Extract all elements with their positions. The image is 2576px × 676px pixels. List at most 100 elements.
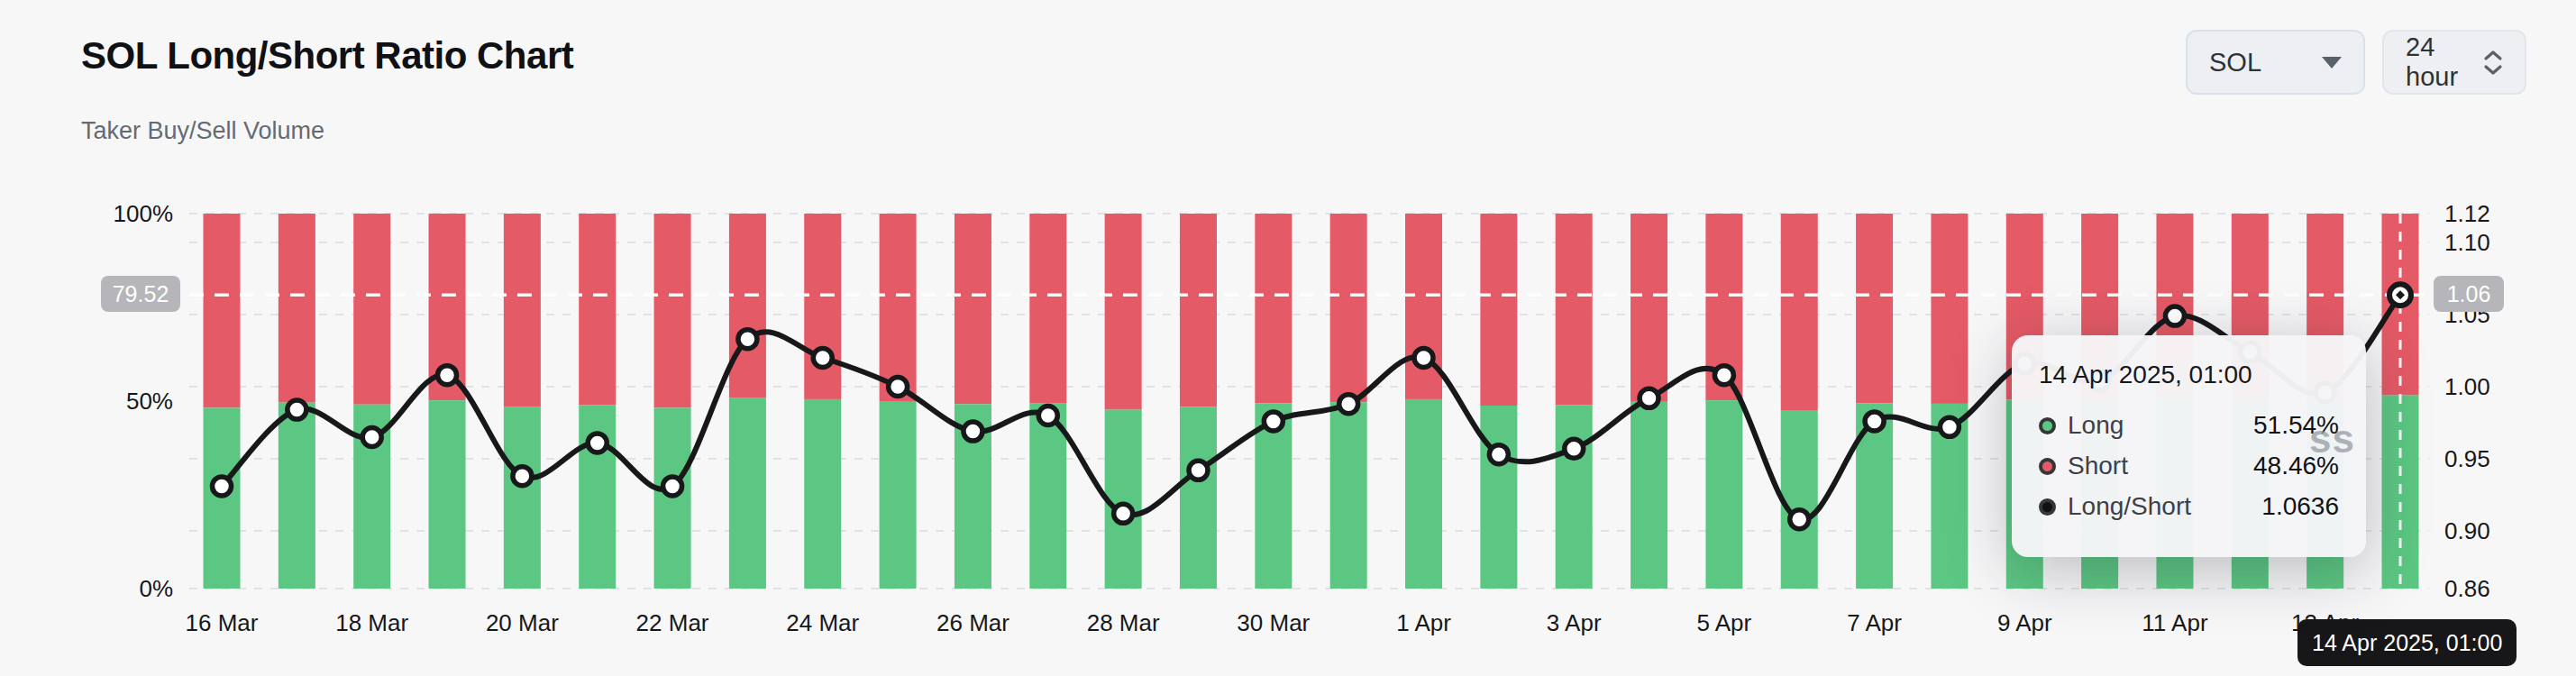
bar-long — [1480, 406, 1517, 589]
ratio-series-marker-icon — [2039, 498, 2056, 516]
bar-long — [279, 403, 315, 589]
bar-short — [1255, 214, 1292, 403]
bar-short — [279, 214, 315, 403]
line-point — [1264, 412, 1283, 431]
line-point — [1865, 412, 1884, 431]
line-point — [1038, 407, 1057, 425]
line-point — [813, 349, 832, 368]
line-point — [2165, 306, 2184, 325]
bar-long — [1556, 406, 1593, 589]
line-point — [1339, 395, 1358, 414]
line-point — [738, 330, 757, 349]
bar-short — [1781, 214, 1818, 410]
bar-long — [880, 401, 917, 589]
bar-short — [1480, 214, 1517, 406]
line-point — [438, 366, 457, 385]
bar-long — [654, 407, 691, 589]
bar-short — [1631, 214, 1667, 402]
bar-long — [729, 398, 766, 589]
tooltip-row-ratio: Long/Short 1.0636 — [2039, 492, 2339, 521]
x-axis-tick: 18 Mar — [335, 609, 408, 636]
long-series-marker-icon — [2039, 417, 2056, 434]
left-axis-current-value-badge: 79.52 — [101, 276, 180, 312]
line-point — [1189, 461, 1208, 480]
right-axis-tick: 1.00 — [2444, 373, 2490, 400]
bar-long — [429, 400, 466, 589]
x-axis-tick: 1 Apr — [1396, 609, 1451, 636]
bar-short — [204, 214, 241, 407]
tooltip-short-label: Short — [2068, 452, 2128, 480]
tooltip-row-long: Long 51.54% — [2039, 411, 2339, 440]
bar-long — [1631, 402, 1667, 589]
right-axis-tick: 0.95 — [2444, 445, 2490, 472]
bar-short — [1029, 214, 1066, 403]
short-series-marker-icon — [2039, 458, 2056, 475]
x-axis-tick: 3 Apr — [1547, 609, 1602, 636]
bar-long — [1781, 410, 1818, 589]
line-point — [1790, 510, 1809, 529]
bar-short — [353, 214, 390, 405]
x-axis-tick: 30 Mar — [1237, 609, 1310, 636]
bar-short — [1330, 214, 1367, 402]
line-point — [1714, 366, 1733, 385]
line-point — [1114, 504, 1133, 523]
bar-short — [579, 214, 616, 405]
line-point — [964, 422, 982, 441]
right-axis-tick: 0.90 — [2444, 517, 2490, 544]
tooltip-ratio-value: 1.0636 — [2261, 492, 2339, 521]
bar-short — [1105, 214, 1142, 410]
x-axis-tick: 11 Apr — [2142, 609, 2208, 636]
bar-long — [504, 407, 541, 589]
crosshair-date-badge: 14 Apr 2025, 01:00 — [2297, 619, 2517, 666]
tooltip-long-label: Long — [2068, 411, 2124, 440]
x-axis-tick: 24 Mar — [786, 609, 859, 636]
right-axis-tick: 1.10 — [2444, 229, 2490, 256]
line-point — [1414, 349, 1433, 368]
line-point — [362, 428, 381, 447]
line-point — [513, 467, 532, 486]
left-axis-tick: 0% — [139, 575, 173, 602]
bar-long — [204, 407, 241, 589]
x-axis-tick: 22 Mar — [636, 609, 709, 636]
bar-long — [1705, 400, 1742, 589]
watermark: ss — [2309, 416, 2355, 461]
line-point — [1640, 388, 1658, 407]
bar-short — [729, 214, 766, 398]
bar-short — [1556, 214, 1593, 406]
bar-short — [1931, 214, 1968, 404]
bar-long — [804, 399, 841, 589]
bar-short — [654, 214, 691, 407]
bar-short — [880, 214, 917, 401]
line-point — [1565, 439, 1584, 458]
line-point — [213, 477, 232, 496]
right-axis-current-value-badge: 1.06 — [2434, 276, 2504, 312]
x-axis-tick: 5 Apr — [1697, 609, 1752, 636]
bar-long — [1180, 407, 1217, 589]
tooltip-ratio-label: Long/Short — [2068, 492, 2191, 521]
left-axis-tick: 50% — [126, 388, 173, 415]
x-axis-tick: 9 Apr — [1997, 609, 2052, 636]
line-point — [588, 434, 607, 452]
x-axis-tick: 28 Mar — [1087, 609, 1160, 636]
bar-short — [955, 214, 991, 404]
line-point — [1940, 417, 1959, 436]
line-point — [889, 378, 908, 397]
right-axis-tick: 0.86 — [2444, 575, 2490, 602]
bar-short — [1180, 214, 1217, 407]
bar-long — [1405, 399, 1442, 589]
line-point — [288, 400, 306, 419]
left-axis-tick: 100% — [114, 200, 174, 227]
x-axis-tick: 7 Apr — [1847, 609, 1902, 636]
tooltip-date: 14 Apr 2025, 01:00 — [2039, 361, 2339, 389]
bar-short — [804, 214, 841, 399]
x-axis-tick: 26 Mar — [936, 609, 1009, 636]
tooltip-row-short: Short 48.46% — [2039, 452, 2339, 480]
line-point — [663, 477, 682, 496]
bar-long — [1105, 410, 1142, 589]
x-axis-tick: 20 Mar — [486, 609, 559, 636]
x-axis-tick: 16 Mar — [186, 609, 259, 636]
bar-long — [1330, 402, 1367, 589]
bar-short — [504, 214, 541, 407]
line-point — [1489, 445, 1508, 464]
bar-short — [1856, 214, 1893, 403]
